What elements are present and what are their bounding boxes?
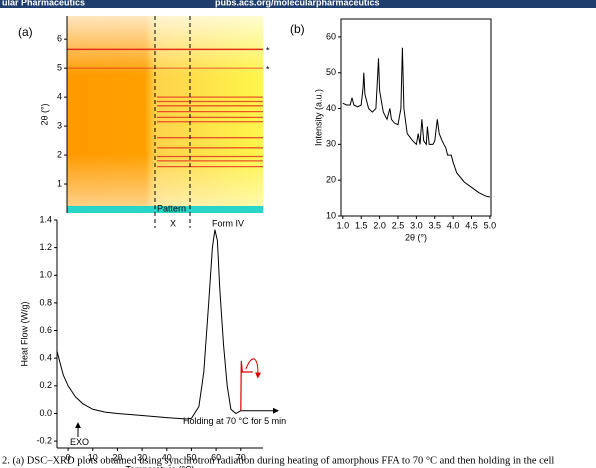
y-tick-label: 6 bbox=[57, 34, 62, 44]
x-tick-label: 50 bbox=[186, 452, 196, 462]
y-tick-label: 10 bbox=[326, 210, 336, 220]
heatmap-shade bbox=[67, 16, 263, 213]
y-tick-label: 2 bbox=[57, 149, 62, 159]
y-tick-label: -0.2 bbox=[36, 435, 52, 445]
x-tick-label: 4.5 bbox=[465, 220, 478, 230]
y-tick-label: 1.2 bbox=[39, 242, 52, 252]
annotation: Holding at 70 °C for 5 min bbox=[183, 416, 286, 426]
y-tick-label: 1 bbox=[57, 178, 62, 188]
panel-label: (a) bbox=[18, 25, 33, 39]
panel-label: (b) bbox=[290, 22, 305, 36]
holding-arrow bbox=[245, 358, 262, 379]
annotation: EXO bbox=[70, 437, 89, 447]
plot-frame bbox=[340, 18, 492, 217]
y-tick-label: 1.4 bbox=[39, 214, 52, 224]
header-bar bbox=[0, 0, 596, 8]
y-tick-label: 20 bbox=[326, 175, 336, 185]
x-tick-label: 70 bbox=[236, 452, 246, 462]
annotation: X bbox=[170, 218, 176, 228]
y-axis-label: 2θ (°) bbox=[39, 103, 49, 125]
annotation: Pattern bbox=[157, 203, 186, 213]
y-tick-label: 4 bbox=[57, 91, 62, 101]
y-tick-label: 0.6 bbox=[39, 325, 52, 335]
y-tick-label: 60 bbox=[326, 31, 336, 41]
marker: * bbox=[266, 46, 270, 56]
x-tick-label: 30 bbox=[137, 452, 147, 462]
caption: 2. (a) DSC–XRD plots obtained using sync… bbox=[2, 455, 554, 466]
y-tick-label: 1.0 bbox=[39, 270, 52, 280]
x-tick-label: 1.5 bbox=[355, 220, 368, 230]
heatmap-base bbox=[67, 206, 263, 213]
y-tick-label: 30 bbox=[326, 139, 336, 149]
marker: * bbox=[266, 65, 270, 75]
x-tick-label: 1.0 bbox=[337, 220, 350, 230]
y-tick-label: 0.4 bbox=[39, 353, 52, 363]
line bbox=[342, 47, 490, 198]
y-tick-label: 0.0 bbox=[39, 408, 52, 418]
x-axis-label: Temperature (°C) bbox=[125, 464, 194, 468]
url: pubs.acs.org/molecularpharmaceutics bbox=[215, 0, 380, 7]
y-tick-label: 3 bbox=[57, 120, 62, 130]
x-tick-label: 5.0 bbox=[484, 220, 497, 230]
y-tick-label: 0.2 bbox=[39, 380, 52, 390]
x-tick-label: 40 bbox=[162, 452, 172, 462]
x-tick-label: 0 bbox=[66, 452, 71, 462]
x-tick-label: 4.0 bbox=[447, 220, 460, 230]
line bbox=[56, 229, 242, 420]
y-tick-label: 0.8 bbox=[39, 297, 52, 307]
x-tick-label: 2.0 bbox=[373, 220, 386, 230]
x-axis-label: 2θ (°) bbox=[405, 232, 427, 242]
x-tick-label: 10 bbox=[88, 452, 98, 462]
y-axis-label: Heat Flow (W/g) bbox=[19, 301, 29, 366]
x-tick-label: 2.5 bbox=[392, 220, 405, 230]
y-tick-label: 5 bbox=[57, 63, 62, 73]
x-tick-label: 3.5 bbox=[428, 220, 441, 230]
holding-trace bbox=[240, 360, 253, 411]
y-axis-label: Intensity (a.u.) bbox=[313, 89, 323, 146]
annotation: Form IV bbox=[212, 218, 244, 228]
y-tick-label: 40 bbox=[326, 103, 336, 113]
x-tick-label: 3.0 bbox=[410, 220, 423, 230]
y-tick-label: 50 bbox=[326, 67, 336, 77]
x-tick-label: 20 bbox=[112, 452, 122, 462]
journal: ular Pharmaceutics bbox=[2, 0, 85, 7]
x-tick-label: 60 bbox=[211, 452, 221, 462]
